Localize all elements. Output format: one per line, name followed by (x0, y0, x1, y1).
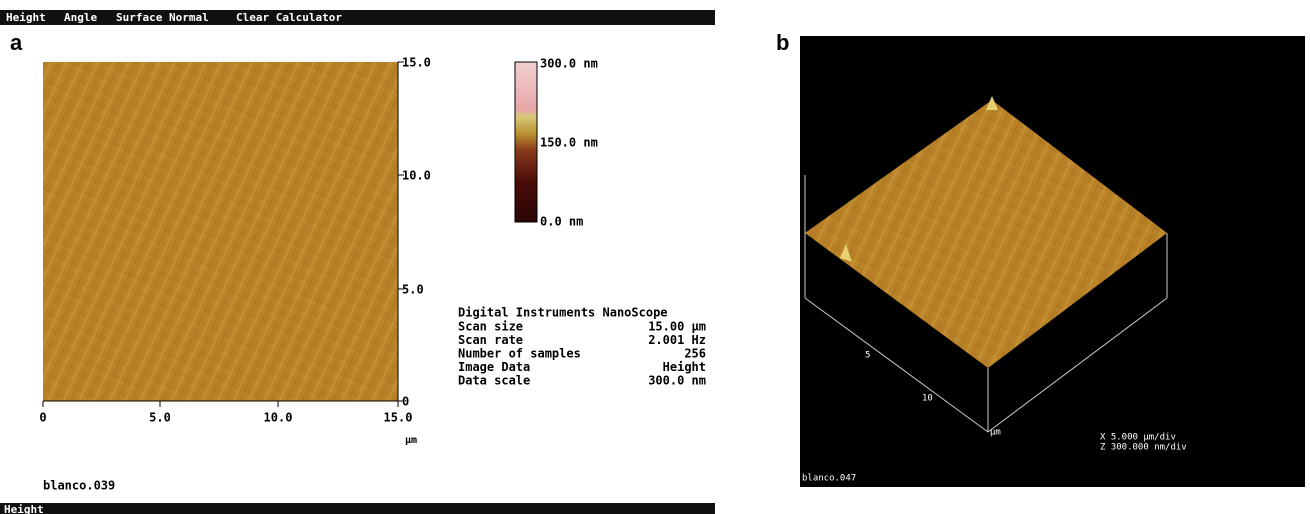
tick-label: 10.0 (264, 411, 293, 425)
panel-label: b (776, 30, 789, 55)
info-key: Scan size (458, 320, 523, 334)
filename: blanco.047 (802, 474, 856, 484)
tick-label: 15.0 (402, 56, 431, 70)
info-key: Number of samples (458, 347, 581, 361)
colorbar-label: 150.0 nm (540, 136, 598, 150)
info-block: Digital Instruments NanoScope Scan size 1… (458, 306, 706, 388)
info-key: Scan rate (458, 333, 523, 347)
colorbar (515, 62, 537, 222)
info-value: 300.0 nm (648, 374, 706, 388)
axis-tick: 5 (865, 351, 870, 361)
tick-label: 0 (39, 411, 46, 425)
tick-label: 0 (402, 395, 409, 409)
menu-item[interactable]: Height (6, 11, 46, 24)
info-value: 2.001 Hz (648, 333, 706, 347)
info-key: Data scale (458, 374, 530, 388)
y-ticks: 15.0 10.0 5.0 0 (398, 56, 431, 409)
colorbar-label: 300.0 nm (540, 57, 598, 71)
colorbar-label: 0.0 nm (540, 215, 583, 229)
filename: blanco.039 (43, 479, 115, 493)
axis-unit: µm (405, 435, 417, 446)
info-key: Image Data (458, 360, 530, 374)
menu-bar (0, 10, 715, 25)
x-ticks: 0 5.0 10.0 15.0 µm (39, 401, 417, 446)
figure: Height Angle Surface Normal Clear Calcul… (0, 0, 1310, 514)
afm-image (43, 62, 398, 401)
info-value: Height (663, 360, 706, 374)
info-value: 15.00 µm (648, 320, 706, 334)
scale-label: Z 300.000 nm/div (1100, 443, 1187, 453)
axis-unit: µm (990, 428, 1001, 438)
axis-tick: 10 (922, 394, 933, 404)
status-text: Height (4, 503, 44, 514)
tick-label: 10.0 (402, 169, 431, 183)
tick-label: 15.0 (384, 411, 413, 425)
menu-item[interactable]: Surface Normal (116, 11, 209, 24)
info-value: 256 (684, 347, 706, 361)
panel-label: a (10, 30, 23, 55)
menu-item[interactable]: Angle (64, 11, 97, 24)
menu-item[interactable]: Clear Calculator (236, 11, 342, 24)
scale-label: X 5.000 µm/div (1100, 433, 1176, 443)
tick-label: 5.0 (149, 411, 171, 425)
status-bar (0, 503, 715, 514)
info-header: Digital Instruments NanoScope (458, 306, 668, 320)
tick-label: 5.0 (402, 283, 424, 297)
